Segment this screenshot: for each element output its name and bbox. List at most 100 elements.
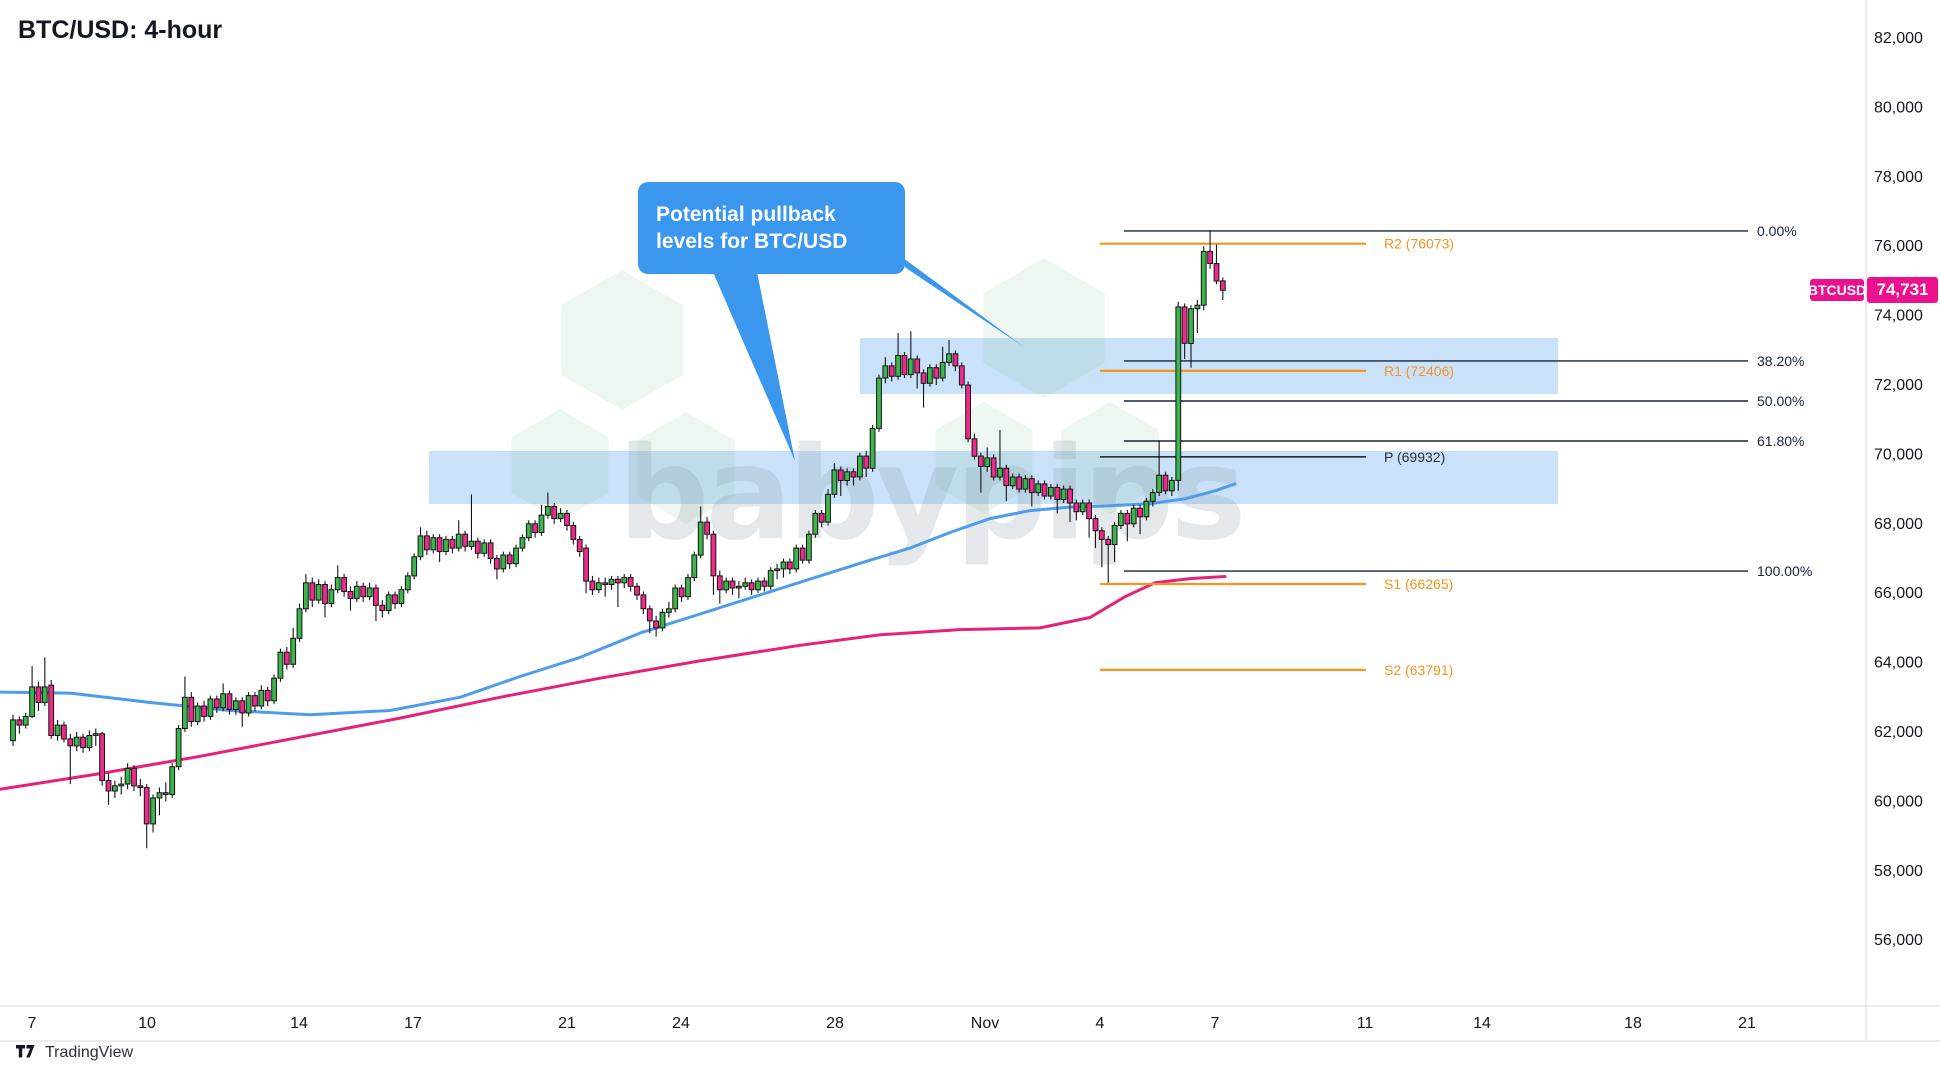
candle-down bbox=[252, 695, 258, 707]
candle-down bbox=[137, 785, 144, 788]
time-tick-label: 18 bbox=[1624, 1015, 1642, 1032]
candle-up bbox=[927, 367, 933, 384]
candle-up bbox=[481, 542, 488, 554]
candle-up bbox=[1022, 478, 1029, 490]
price-tick-label: 56,000 bbox=[1874, 932, 1923, 949]
callout-pointer-tail bbox=[713, 272, 795, 461]
price-axis[interactable]: 82,000 80,000 78,000 76,000 74,000 72,000 70,0… bbox=[1874, 30, 1923, 949]
candle-up bbox=[659, 611, 666, 629]
candle-down bbox=[67, 738, 74, 747]
candle-down bbox=[487, 542, 494, 560]
candle-down bbox=[213, 698, 220, 709]
candle-down bbox=[424, 535, 430, 551]
moving-average-pink-layer bbox=[0, 575, 1227, 791]
candle-up bbox=[984, 457, 991, 468]
candle-up bbox=[220, 693, 226, 709]
candle-down bbox=[576, 538, 583, 553]
watermark-hexagon-icon bbox=[1061, 402, 1159, 514]
time-axis[interactable]: 7 10 14 17 21 24 28 Nov 4 7 11 14 18 21 bbox=[28, 1015, 1756, 1032]
candle-up bbox=[857, 455, 863, 478]
candle-down bbox=[1086, 502, 1092, 520]
candle-up bbox=[691, 554, 698, 579]
candle-up bbox=[73, 736, 80, 747]
candle-down bbox=[1213, 263, 1220, 282]
candle-down bbox=[188, 696, 195, 723]
candle-up bbox=[946, 353, 952, 363]
candle-up bbox=[334, 577, 341, 591]
time-tick-label: Nov bbox=[971, 1015, 999, 1032]
candle-up bbox=[666, 608, 672, 613]
candle-up bbox=[806, 533, 812, 561]
candle-up bbox=[831, 469, 838, 495]
candle-up bbox=[1169, 479, 1175, 492]
candle-up bbox=[742, 582, 749, 587]
fib-level-label: 100.00% bbox=[1757, 563, 1812, 579]
candle-up bbox=[233, 700, 239, 710]
candle-down bbox=[239, 700, 246, 714]
pivot-level-label: S2 (63791) bbox=[1384, 662, 1453, 678]
candle-up bbox=[595, 582, 602, 591]
callout-text-line1: Potential pullback bbox=[656, 203, 836, 226]
candle-down bbox=[131, 767, 137, 787]
price-tick-label: 74,000 bbox=[1874, 308, 1923, 325]
moving-average-pink bbox=[0, 575, 1227, 791]
candle-down bbox=[646, 608, 653, 622]
candle-down bbox=[341, 577, 348, 592]
candle-up bbox=[697, 521, 704, 556]
candle-down bbox=[965, 384, 972, 440]
price-tick-label: 72,000 bbox=[1874, 377, 1923, 394]
candle-down bbox=[837, 469, 844, 481]
candle-up bbox=[844, 471, 851, 481]
candle-up bbox=[608, 578, 615, 585]
candle-down bbox=[532, 523, 539, 533]
candle-up bbox=[545, 506, 551, 516]
candle-down bbox=[360, 585, 367, 598]
price-tick-label: 82,000 bbox=[1874, 30, 1923, 47]
time-tick-label: 10 bbox=[138, 1015, 156, 1032]
candle-down bbox=[952, 353, 959, 367]
candle-up bbox=[112, 785, 118, 792]
price-tick-label: 78,000 bbox=[1874, 169, 1923, 186]
price-tick-label: 66,000 bbox=[1874, 585, 1923, 602]
candle-down bbox=[322, 584, 328, 605]
upper-pullback-zone bbox=[860, 338, 1558, 394]
candle-down bbox=[494, 558, 500, 570]
candle-down bbox=[570, 525, 577, 540]
candle-up bbox=[1060, 488, 1067, 501]
candle-up bbox=[1156, 474, 1162, 494]
candle-down bbox=[1028, 478, 1035, 494]
candle-down bbox=[1073, 502, 1080, 513]
price-tick-label: 62,000 bbox=[1874, 724, 1923, 741]
candle-up bbox=[54, 724, 61, 736]
fib-level-label: 0.00% bbox=[1757, 223, 1797, 239]
candle-down bbox=[634, 585, 640, 596]
candle-up bbox=[245, 695, 252, 714]
candle-down bbox=[1054, 486, 1061, 500]
candle-up bbox=[672, 587, 679, 610]
candle-up bbox=[398, 589, 405, 605]
candle-down bbox=[61, 724, 67, 740]
time-tick-label: 17 bbox=[404, 1015, 422, 1032]
candle-down bbox=[761, 580, 768, 587]
candle-up bbox=[175, 728, 182, 768]
candle-up bbox=[41, 686, 48, 704]
fib-level-label: 61.80% bbox=[1757, 433, 1804, 449]
candle-up bbox=[513, 547, 519, 565]
candle-down bbox=[1181, 306, 1188, 344]
candle-down bbox=[799, 547, 806, 561]
candle-up bbox=[417, 535, 424, 558]
candle-up bbox=[443, 538, 449, 553]
candle-up bbox=[876, 377, 882, 429]
candle-down bbox=[748, 582, 755, 591]
candle-down bbox=[653, 620, 660, 629]
watermark-hexagon-icon bbox=[983, 258, 1105, 398]
candle-down bbox=[888, 365, 895, 377]
watermark-hexagon-icon bbox=[637, 412, 735, 524]
time-tick-label: 21 bbox=[558, 1015, 576, 1032]
candle-down bbox=[971, 438, 978, 457]
candle-up bbox=[774, 568, 781, 572]
tradingview-attribution[interactable]: TradingView bbox=[16, 1044, 133, 1062]
candle-down bbox=[850, 471, 857, 478]
candle-down bbox=[551, 506, 558, 520]
